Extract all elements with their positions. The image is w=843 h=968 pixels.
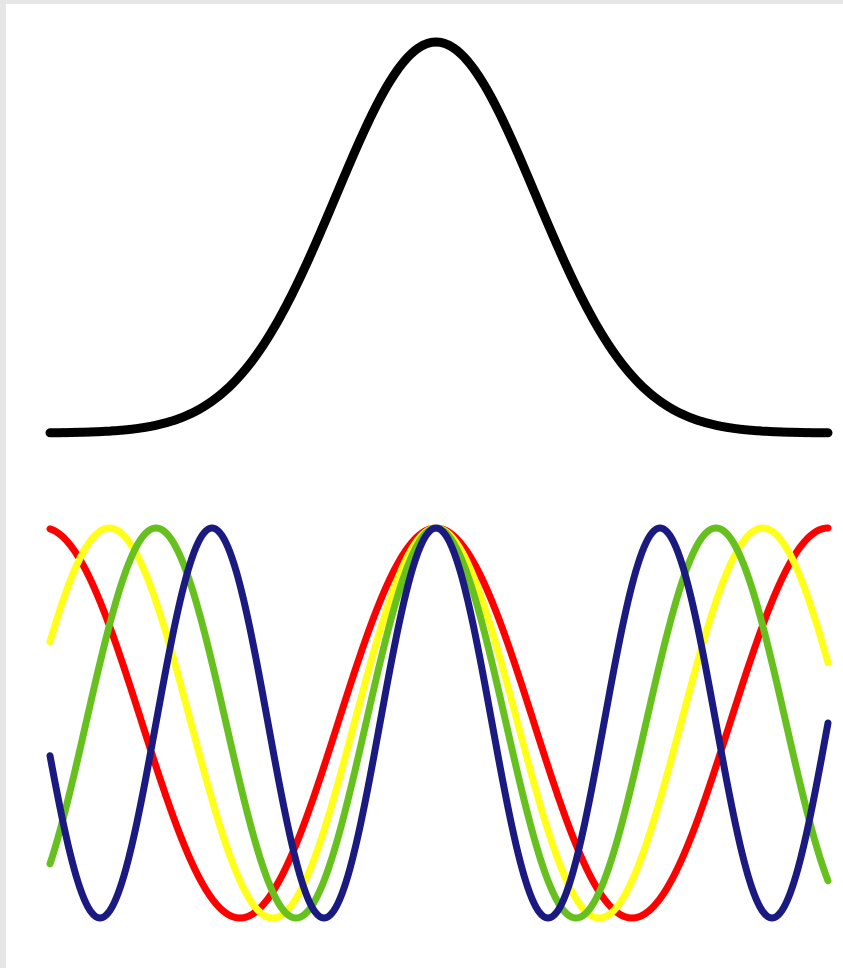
top-edge-shade bbox=[0, 0, 843, 4]
gaussian-envelope-curve bbox=[45, 37, 833, 438]
component-waves bbox=[46, 524, 832, 922]
blue-wave bbox=[46, 524, 832, 922]
left-edge-shade bbox=[0, 0, 6, 968]
